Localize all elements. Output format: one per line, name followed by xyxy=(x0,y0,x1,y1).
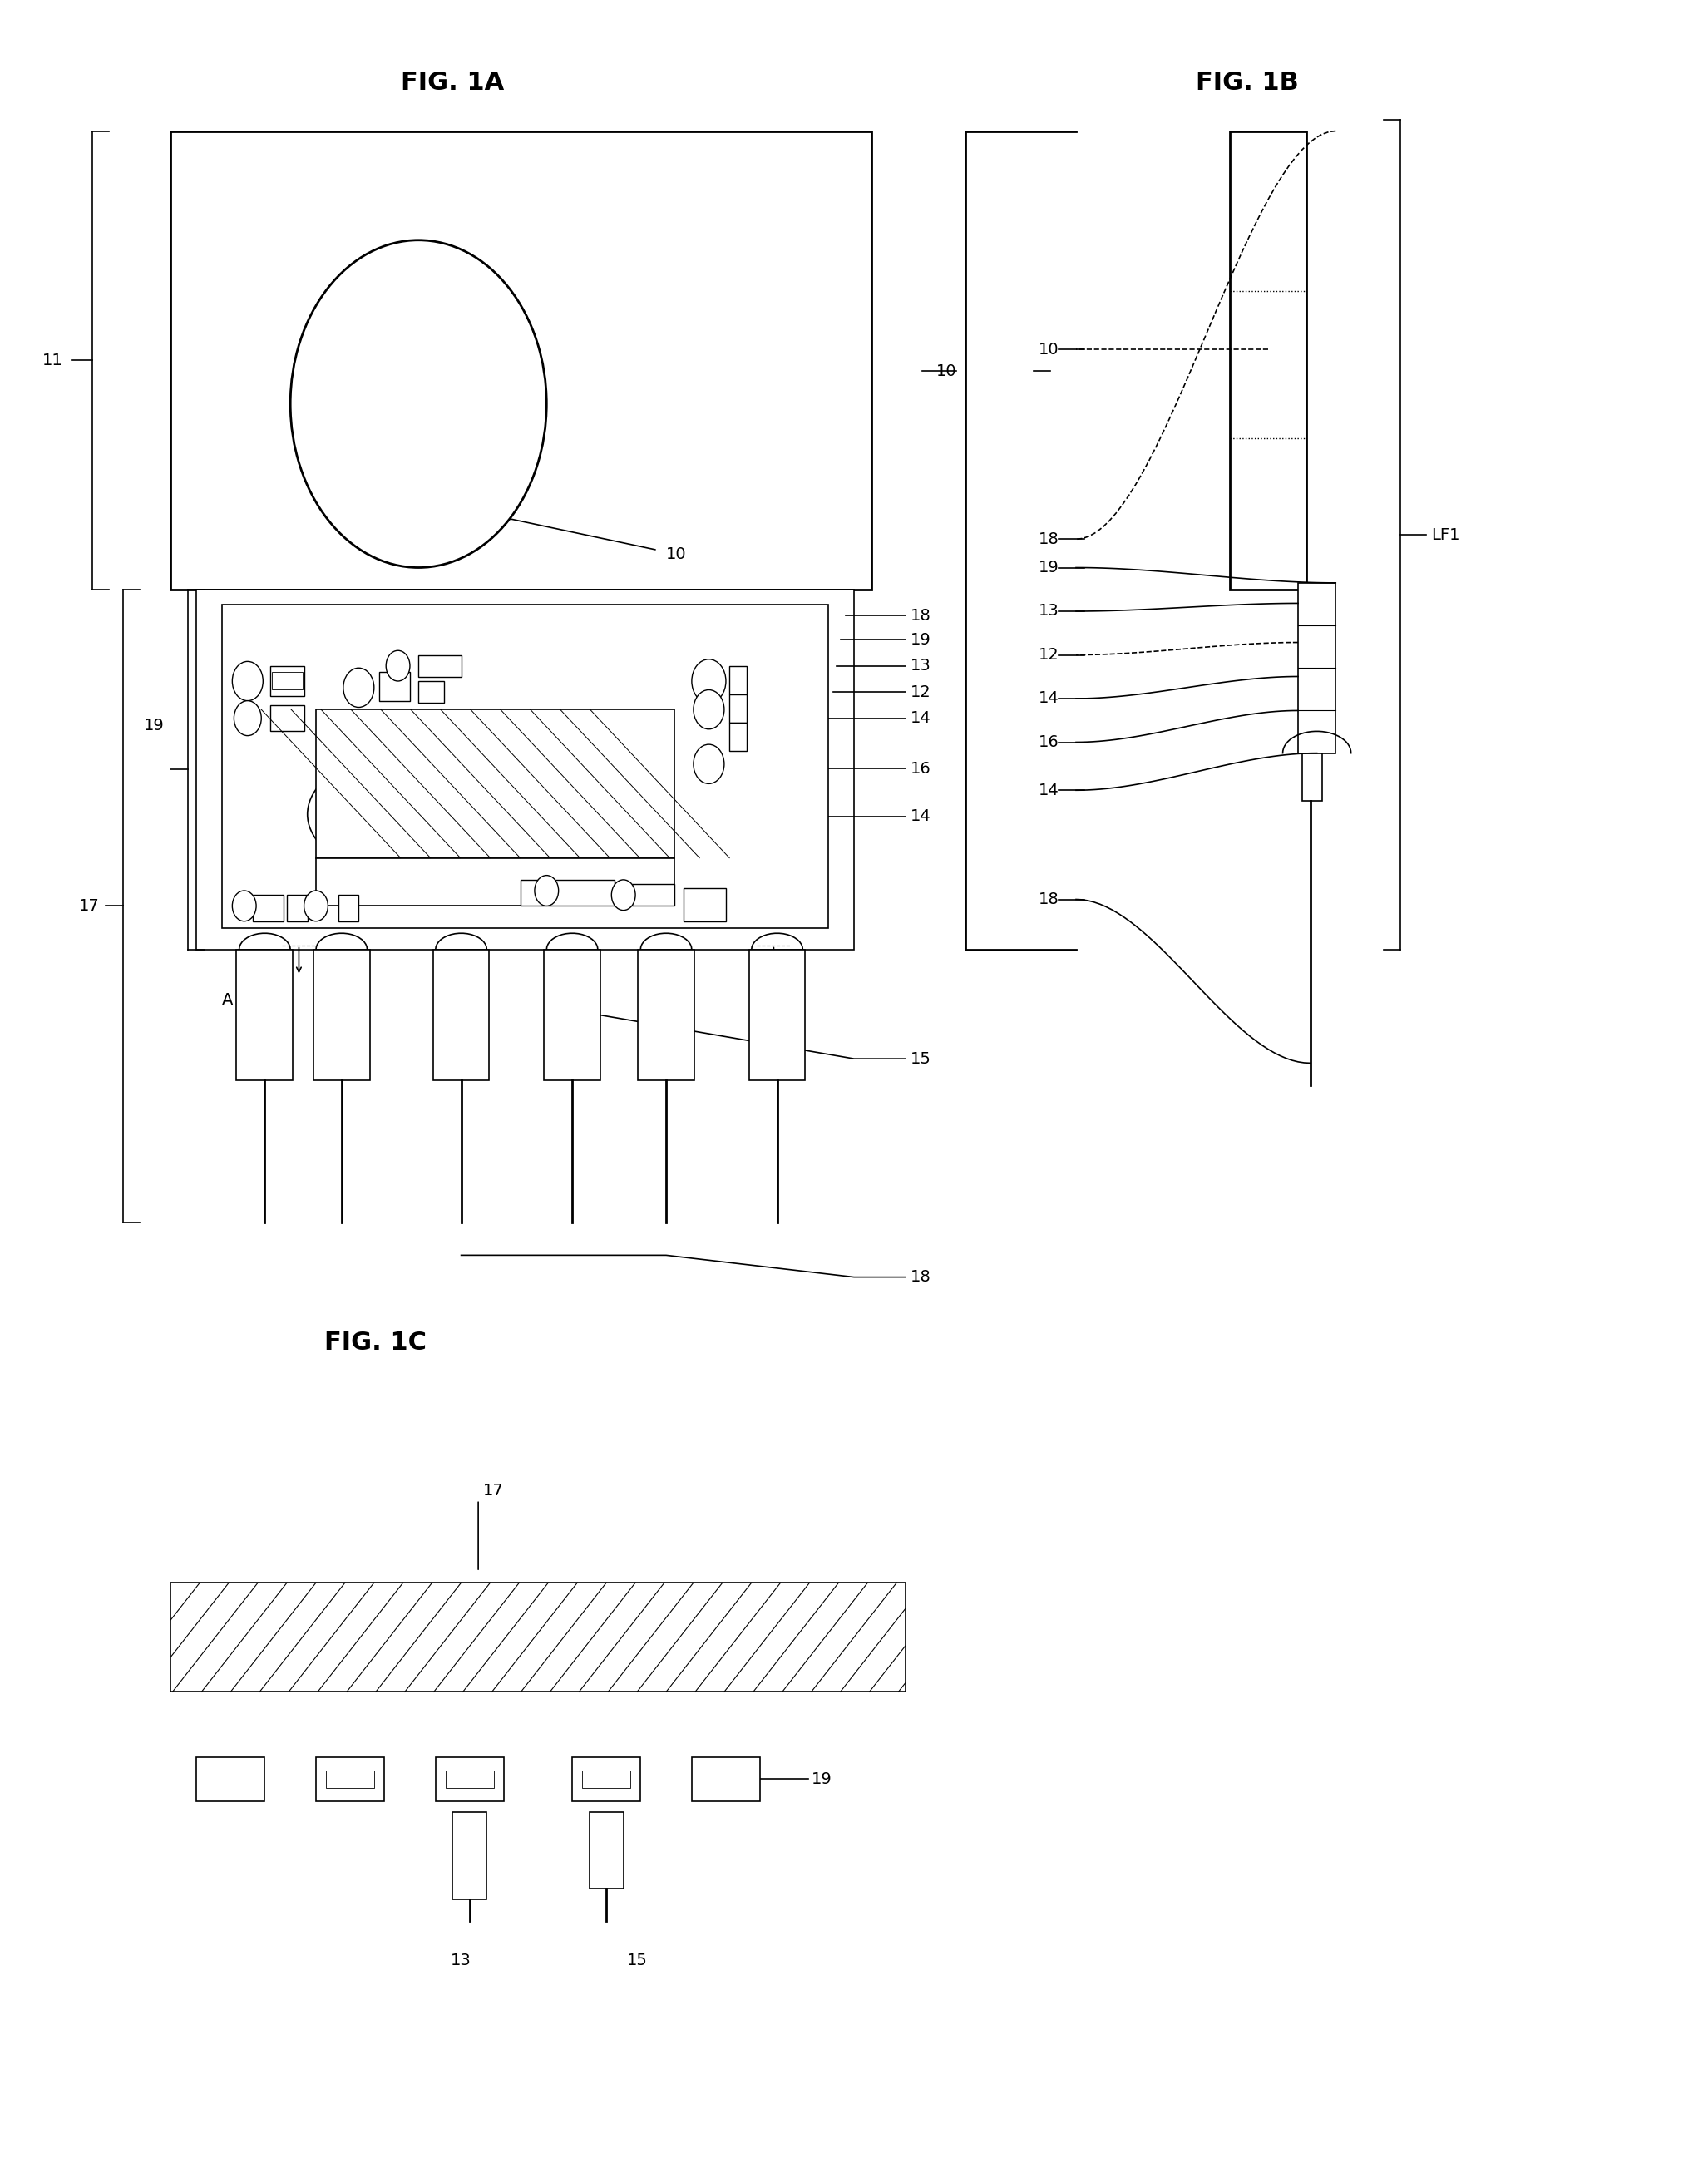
Text: 15: 15 xyxy=(910,1050,931,1067)
Ellipse shape xyxy=(307,733,666,895)
Bar xyxy=(453,1812,487,1899)
Text: A: A xyxy=(222,991,232,1009)
Text: 14: 14 xyxy=(910,709,931,727)
Bar xyxy=(729,666,746,694)
Circle shape xyxy=(693,690,724,729)
Bar xyxy=(270,705,304,731)
Bar xyxy=(338,895,359,921)
Bar xyxy=(316,709,675,858)
Bar xyxy=(436,1757,504,1801)
Bar xyxy=(446,1770,494,1788)
Circle shape xyxy=(290,240,547,568)
Bar xyxy=(171,131,871,589)
Bar xyxy=(543,950,601,1081)
Bar xyxy=(748,950,806,1081)
Bar xyxy=(236,950,294,1081)
Circle shape xyxy=(234,701,261,736)
Bar xyxy=(196,1757,265,1801)
Text: 15: 15 xyxy=(627,1952,647,1969)
Bar xyxy=(379,672,410,701)
Text: FIG. 1C: FIG. 1C xyxy=(325,1329,427,1356)
Bar xyxy=(326,1770,374,1788)
Circle shape xyxy=(611,880,635,910)
Bar xyxy=(572,1757,640,1801)
Bar xyxy=(683,888,726,921)
Text: 14: 14 xyxy=(910,808,931,825)
Bar xyxy=(521,880,615,906)
Bar xyxy=(632,884,675,906)
Text: 10: 10 xyxy=(936,362,956,380)
Bar xyxy=(1298,583,1336,753)
Bar xyxy=(196,589,854,950)
Text: 10: 10 xyxy=(1038,341,1059,358)
Text: 19: 19 xyxy=(910,631,931,648)
Text: 14: 14 xyxy=(1038,782,1059,799)
Text: 14: 14 xyxy=(1038,690,1059,707)
Bar xyxy=(1301,753,1322,801)
Circle shape xyxy=(386,651,410,681)
Text: 12: 12 xyxy=(1038,646,1059,664)
Circle shape xyxy=(535,875,559,906)
Text: 17: 17 xyxy=(483,1482,504,1500)
Text: A: A xyxy=(775,991,786,1009)
Bar xyxy=(1230,131,1307,589)
Circle shape xyxy=(343,668,374,707)
Text: 18: 18 xyxy=(1038,530,1059,548)
Circle shape xyxy=(693,744,724,784)
Bar xyxy=(316,1757,384,1801)
Text: 10: 10 xyxy=(666,546,687,563)
Bar xyxy=(589,1812,623,1888)
Bar xyxy=(582,1770,630,1788)
Bar xyxy=(287,895,307,921)
Circle shape xyxy=(232,891,256,921)
Text: 13: 13 xyxy=(451,1952,471,1969)
Circle shape xyxy=(692,659,726,703)
Text: FIG. 1A: FIG. 1A xyxy=(401,70,504,96)
Bar xyxy=(639,950,693,1081)
Bar xyxy=(434,950,488,1081)
Bar xyxy=(692,1757,760,1801)
Text: 18: 18 xyxy=(910,607,931,624)
Bar xyxy=(253,895,284,921)
Bar xyxy=(222,605,828,928)
Bar xyxy=(729,694,746,723)
Text: 17: 17 xyxy=(79,897,99,915)
Text: 16: 16 xyxy=(1038,733,1059,751)
Text: 18: 18 xyxy=(910,1268,931,1286)
Bar xyxy=(171,1583,905,1692)
Text: 18: 18 xyxy=(1038,891,1059,908)
Bar xyxy=(272,672,302,690)
Bar xyxy=(316,858,675,906)
Text: 12: 12 xyxy=(910,683,931,701)
Bar xyxy=(729,723,746,751)
Text: LF1: LF1 xyxy=(1431,526,1460,544)
Text: 19: 19 xyxy=(811,1770,832,1788)
Text: FIG. 1B: FIG. 1B xyxy=(1196,70,1298,96)
Bar xyxy=(418,655,461,677)
Circle shape xyxy=(232,661,263,701)
Text: 13: 13 xyxy=(910,657,931,675)
Circle shape xyxy=(304,891,328,921)
Text: 19: 19 xyxy=(1038,559,1059,576)
Text: 11: 11 xyxy=(43,351,63,369)
Text: 19: 19 xyxy=(143,718,164,733)
Bar xyxy=(314,950,369,1081)
Text: 13: 13 xyxy=(1038,603,1059,620)
Bar xyxy=(270,666,304,696)
Text: 16: 16 xyxy=(910,760,931,777)
Bar xyxy=(418,681,444,703)
